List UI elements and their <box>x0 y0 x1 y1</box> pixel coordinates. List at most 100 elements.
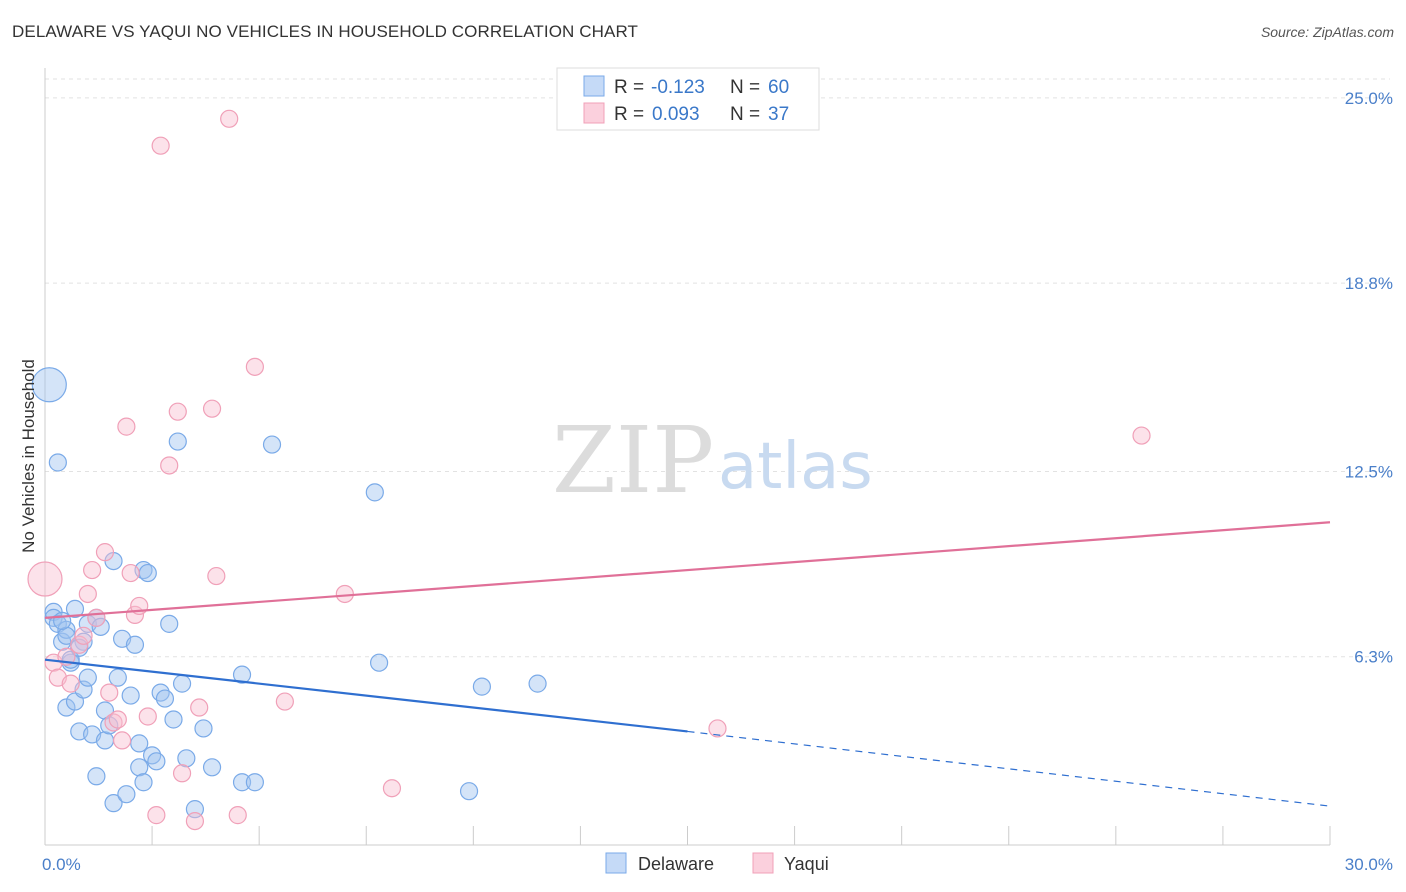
trend-line-extension-delaware <box>687 730 1331 807</box>
point-yaqui <box>172 764 192 783</box>
point-delaware <box>48 453 67 472</box>
point-delaware <box>365 483 384 502</box>
y-tick-label: 12.5% <box>1345 462 1393 481</box>
point-yaqui <box>74 626 93 645</box>
point-delaware <box>459 782 479 801</box>
legend-n-label-yaqui: N = <box>730 104 760 125</box>
point-yaqui <box>147 806 166 825</box>
point-yaqui <box>108 710 127 729</box>
point-delaware <box>138 563 157 583</box>
point-yaqui <box>207 566 226 586</box>
point-delaware <box>160 614 179 633</box>
point-delaware <box>65 599 85 619</box>
watermark-atlas: atlas <box>718 430 873 504</box>
point-delaware <box>194 719 213 738</box>
watermark-zip: ZIP <box>552 407 714 514</box>
point-yaqui <box>61 674 80 693</box>
point-delaware <box>370 653 389 672</box>
y-axis-label: No Vehicles in Household <box>19 359 38 553</box>
trend-lines <box>44 521 1331 807</box>
data-points <box>27 109 1151 831</box>
y-tick-labels: 6.3% 12.5% 18.8% 25.0% <box>1345 89 1393 667</box>
x-tick-labels: 0.0% 30.0% <box>42 855 1393 874</box>
y-tick-label: 25.0% <box>1345 89 1393 108</box>
point-yaqui <box>95 543 115 562</box>
point-yaqui <box>138 707 157 726</box>
x-tick-label: 30.0% <box>1345 855 1393 874</box>
point-yaqui <box>190 698 209 717</box>
point-yaqui <box>78 584 97 604</box>
legend-swatch-yaqui <box>583 102 605 124</box>
point-delaware <box>232 665 252 684</box>
point-delaware <box>31 367 67 403</box>
point-delaware <box>53 611 72 630</box>
legend-n-value-yaqui: 37 <box>768 104 789 125</box>
point-delaware <box>95 731 115 750</box>
point-yaqui <box>335 584 354 604</box>
legend-swatch-delaware <box>583 75 605 97</box>
point-delaware <box>245 773 264 792</box>
point-yaqui <box>160 456 179 475</box>
point-yaqui <box>151 136 170 155</box>
legend-r-label-delaware: R = <box>614 77 644 98</box>
point-yaqui <box>708 719 727 738</box>
legend-n-value-delaware: 60 <box>768 77 789 98</box>
point-yaqui <box>87 608 106 627</box>
bottom-legend: Delaware Yaqui <box>605 852 829 874</box>
point-delaware <box>78 668 97 687</box>
point-delaware <box>91 617 110 636</box>
point-yaqui <box>112 731 132 750</box>
trend-line-yaqui <box>44 521 1331 619</box>
point-yaqui <box>70 635 89 654</box>
point-delaware <box>262 435 282 454</box>
point-delaware <box>108 668 127 687</box>
source-label: Source: ZipAtlas.com <box>1260 24 1394 40</box>
point-delaware <box>134 773 153 792</box>
point-yaqui <box>202 399 222 418</box>
point-delaware <box>117 785 136 804</box>
point-yaqui <box>83 560 102 580</box>
x-tick-marks <box>44 826 1331 845</box>
point-yaqui <box>1132 426 1151 445</box>
legend-n-label-delaware: N = <box>730 77 760 98</box>
point-delaware <box>121 686 140 705</box>
trend-line-delaware <box>44 658 688 733</box>
point-delaware <box>232 773 252 792</box>
point-yaqui <box>275 692 294 711</box>
point-delaware <box>147 752 166 771</box>
point-delaware <box>202 758 222 777</box>
point-yaqui <box>168 402 187 421</box>
y-tick-label: 18.8% <box>1345 274 1393 293</box>
legend-r-value-delaware: -0.123 <box>651 77 705 98</box>
legend-r-label-yaqui: R = <box>614 104 644 125</box>
point-delaware <box>57 620 76 639</box>
point-yaqui <box>382 779 402 798</box>
point-delaware <box>130 758 149 777</box>
point-yaqui <box>185 811 205 831</box>
bottom-legend-label-delaware: Delaware <box>638 854 714 874</box>
point-yaqui <box>245 357 264 376</box>
bottom-legend-swatch-yaqui <box>752 852 774 874</box>
point-delaware <box>177 749 196 768</box>
point-yaqui <box>100 683 119 702</box>
bottom-legend-swatch-delaware <box>605 852 627 874</box>
point-delaware <box>155 689 175 708</box>
point-delaware <box>472 677 491 696</box>
point-yaqui <box>27 561 63 597</box>
point-delaware <box>87 767 106 786</box>
point-delaware <box>164 710 183 729</box>
point-delaware <box>130 734 149 753</box>
stats-legend: R = -0.123 N = 60 R = 0.093 N = 37 <box>556 67 820 131</box>
y-tick-label: 6.3% <box>1354 648 1393 667</box>
point-yaqui <box>117 417 136 436</box>
point-delaware <box>168 432 187 451</box>
chart-title: DELAWARE VS YAQUI NO VEHICLES IN HOUSEHO… <box>12 22 638 41</box>
point-yaqui <box>220 109 239 128</box>
point-yaqui <box>228 806 247 825</box>
x-tick-label: 0.0% <box>42 855 81 874</box>
point-delaware <box>104 794 123 813</box>
point-delaware <box>528 674 547 693</box>
legend-r-value-yaqui: 0.093 <box>652 104 700 125</box>
bottom-legend-label-yaqui: Yaqui <box>784 854 829 874</box>
